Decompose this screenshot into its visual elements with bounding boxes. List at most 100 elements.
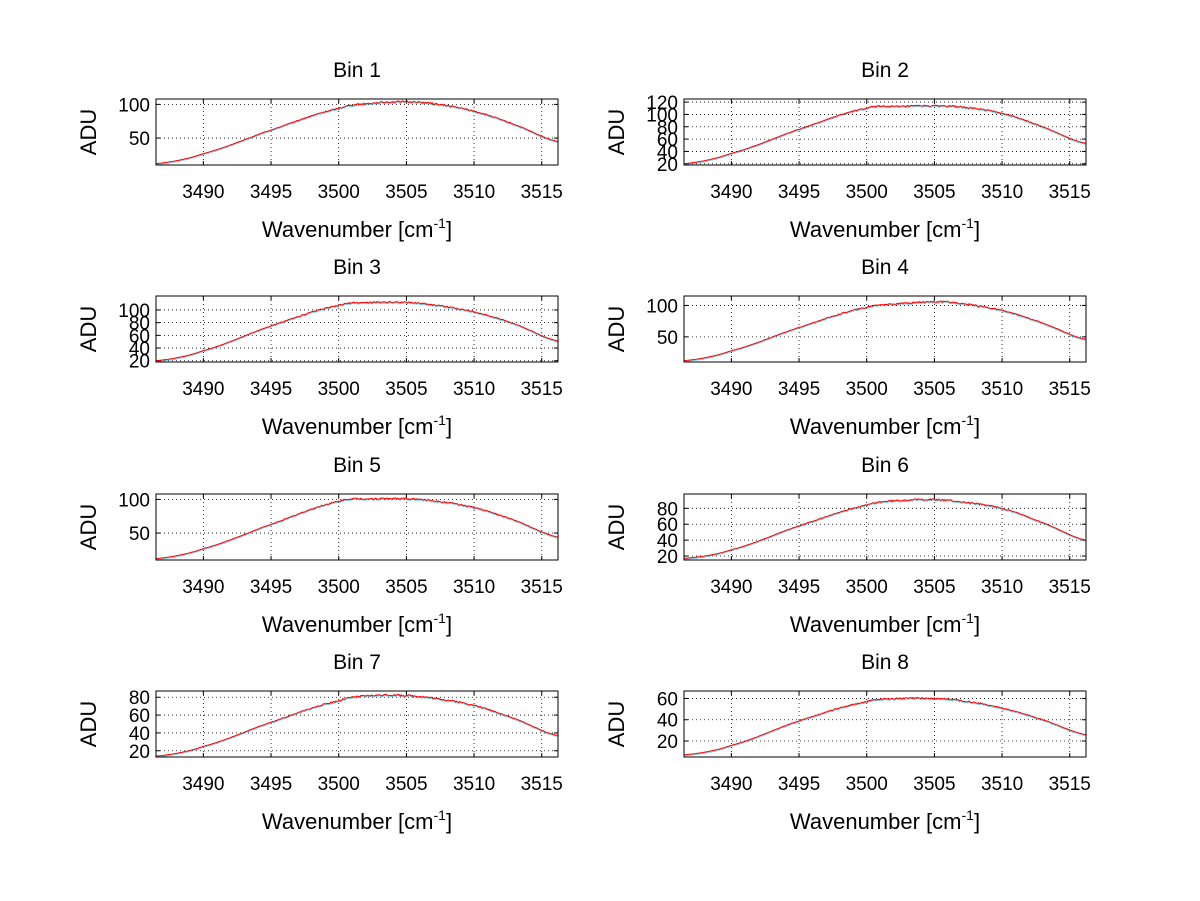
y-tick-label: 60 [657, 130, 678, 151]
spectrum-line [683, 104, 1087, 165]
y-tick-label: 20 [129, 352, 150, 373]
x-tick-label: 3495 [250, 379, 292, 400]
x-axis-label: Wavenumber [cm-1] [262, 412, 452, 439]
x-tick-label: 3505 [913, 379, 955, 400]
x-axis-label: Wavenumber [cm-1] [262, 807, 452, 834]
x-tick-label: 3495 [778, 577, 820, 598]
x-tick-label: 3495 [250, 577, 292, 598]
x-tick-label: 3500 [846, 182, 888, 203]
subplot-4: Bin 4 3490 3495 3500 3505 3510 3515 50 100 ADU Wav… [604, 256, 1091, 439]
x-axis-label: Wavenumber [cm-1] [790, 412, 980, 439]
subplot-title: Bin 1 [333, 59, 381, 82]
spectrum-line [683, 300, 1087, 362]
y-axis-label: ADU [604, 504, 629, 550]
x-tick-label: 3495 [778, 379, 820, 400]
x-tick-label: 3510 [981, 182, 1023, 203]
x-tick-label: 3490 [182, 577, 224, 598]
subplot-title: Bin 7 [333, 651, 381, 674]
x-axis-unit-close: ] [446, 217, 452, 242]
x-axis-unit-exponent: -1 [434, 215, 447, 231]
x-axis-unit: [cm [392, 809, 434, 834]
x-tick-label: 3495 [250, 182, 292, 203]
y-tick-label: 40 [129, 724, 150, 745]
spectrum-line-underlay [155, 498, 559, 561]
x-tick-label: 3510 [981, 577, 1023, 598]
x-tick-label: 3495 [250, 774, 292, 795]
x-axis-unit-close: ] [446, 414, 452, 439]
subplot-title: Bin 5 [333, 454, 381, 477]
x-tick-label: 3495 [778, 182, 820, 203]
x-axis-label-text: Wavenumber [790, 809, 920, 834]
x-tick-label: 3505 [913, 774, 955, 795]
y-tick-label: 80 [657, 499, 678, 520]
axes-box [683, 690, 1087, 758]
x-tick-label: 3500 [846, 577, 888, 598]
y-tick-label: 20 [129, 742, 150, 763]
x-tick-label: 3505 [385, 379, 427, 400]
x-axis-label-text: Wavenumber [790, 612, 920, 637]
spectrum-line [683, 498, 1087, 559]
x-axis-unit-exponent: -1 [434, 610, 447, 626]
x-tick-label: 3510 [453, 774, 495, 795]
subplot-2: Bin 2 3490 3495 3500 3505 3510 3515 20406080100… [604, 59, 1091, 242]
y-axis-label: ADU [604, 701, 629, 747]
x-tick-label: 3515 [1049, 182, 1091, 203]
spectrum-line-underlay [155, 301, 559, 363]
x-axis-unit: [cm [920, 809, 962, 834]
y-tick-label: 60 [657, 689, 678, 710]
y-axis-label: ADU [76, 701, 101, 747]
x-tick-label: 3515 [1049, 774, 1091, 795]
subplot-title: Bin 2 [861, 59, 909, 82]
x-axis-label-text: Wavenumber [262, 414, 392, 439]
x-tick-label: 3490 [182, 774, 224, 795]
subplot-title: Bin 3 [333, 256, 381, 279]
x-tick-label: 3505 [385, 182, 427, 203]
y-tick-label: 100 [118, 490, 150, 511]
x-axis-label-text: Wavenumber [262, 809, 392, 834]
x-axis-unit-exponent: -1 [434, 807, 447, 823]
x-tick-label: 3490 [182, 379, 224, 400]
y-tick-label: 20 [657, 732, 678, 753]
x-tick-label: 3500 [846, 774, 888, 795]
y-tick-label: 40 [657, 142, 678, 163]
y-tick-label: 100 [646, 296, 678, 317]
y-tick-label: 50 [129, 129, 150, 150]
axes-box [683, 98, 1087, 166]
x-tick-label: 3515 [521, 379, 563, 400]
x-tick-label: 3510 [981, 379, 1023, 400]
y-axis-label: ADU [604, 109, 629, 155]
x-tick-label: 3490 [710, 774, 752, 795]
y-tick-label: 20 [657, 155, 678, 176]
x-tick-label: 3515 [521, 182, 563, 203]
subplot-3: Bin 3 3490 3495 3500 3505 3510 3515 20406080100… [76, 256, 563, 439]
x-axis-label-text: Wavenumber [262, 612, 392, 637]
x-tick-label: 3490 [182, 182, 224, 203]
y-tick-label: 50 [129, 524, 150, 545]
x-tick-label: 3500 [318, 577, 360, 598]
x-axis-unit-exponent: -1 [962, 610, 975, 626]
x-axis-unit-close: ] [974, 414, 980, 439]
x-axis-label: Wavenumber [cm-1] [790, 610, 980, 637]
x-axis-unit: [cm [392, 217, 434, 242]
x-axis-unit: [cm [392, 612, 434, 637]
x-axis-label-text: Wavenumber [262, 217, 392, 242]
spectrum-line-underlay [683, 499, 1087, 560]
y-tick-label: 80 [129, 314, 150, 335]
y-axis-label: ADU [76, 306, 101, 352]
y-tick-label: 80 [657, 118, 678, 139]
axes-box [155, 295, 559, 363]
y-tick-label: 100 [118, 95, 150, 116]
x-tick-label: 3515 [521, 774, 563, 795]
y-tick-label: 80 [129, 688, 150, 709]
y-tick-label: 40 [657, 531, 678, 552]
spectrum-line-underlay [155, 694, 559, 758]
y-axis-label: ADU [604, 306, 629, 352]
spectrum-line-underlay [155, 101, 559, 166]
x-axis-unit-close: ] [974, 217, 980, 242]
axes-box [155, 98, 559, 166]
x-tick-label: 3515 [521, 577, 563, 598]
subplot-title: Bin 8 [861, 651, 909, 674]
x-tick-label: 3515 [1049, 577, 1091, 598]
x-axis-unit-exponent: -1 [962, 807, 975, 823]
